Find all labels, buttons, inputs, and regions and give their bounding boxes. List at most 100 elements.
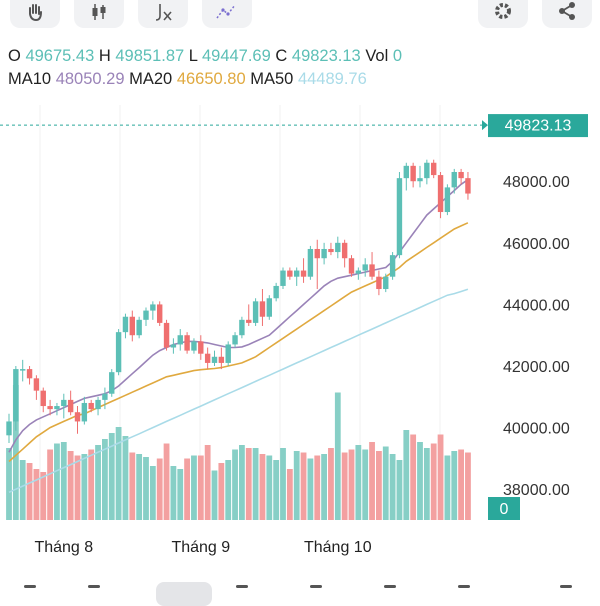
volume-bar: [19, 460, 26, 520]
settings-button[interactable]: [478, 0, 528, 28]
volume-value: 0: [392, 47, 403, 65]
volume-bar: [170, 466, 177, 520]
volume-bar: [47, 449, 53, 520]
volume-bar: [245, 448, 252, 520]
candle-body: [348, 258, 355, 274]
volume-bar: [465, 452, 471, 520]
candle-body: [26, 369, 33, 379]
open-label: O: [8, 47, 21, 65]
volume-bar: [136, 454, 143, 520]
ma50-line: [8, 288, 469, 494]
timeframe-selected[interactable]: [156, 582, 212, 606]
volume-bar: [382, 446, 389, 520]
volume-bar: [328, 448, 334, 520]
volume-bar: [273, 460, 280, 520]
candle-body: [47, 406, 53, 410]
candle-body: [266, 298, 272, 317]
volume-bar: [252, 448, 259, 520]
candle-body: [321, 248, 327, 259]
volume-bar: [458, 449, 464, 520]
last-price-tag: [488, 114, 588, 138]
volume-bar: [184, 458, 190, 520]
candle-body: [143, 310, 149, 320]
candle-body: [177, 335, 183, 345]
candle-body: [204, 353, 211, 363]
candle-body: [198, 341, 204, 354]
candle-body: [191, 341, 197, 351]
volume-bar: [102, 439, 108, 520]
candle-body: [369, 264, 375, 277]
candle-body: [246, 319, 252, 323]
volume-bar: [95, 445, 101, 520]
low-label: L: [188, 47, 198, 65]
volume-bar: [451, 451, 458, 520]
volume-bar: [54, 443, 60, 520]
volume-bar: [232, 449, 238, 520]
candle-body: [81, 402, 88, 422]
volume-bar: [40, 472, 47, 520]
drawing-button[interactable]: [202, 0, 252, 28]
candle-body: [218, 356, 225, 363]
volume-bar: [108, 433, 115, 520]
open-value: 49675.43: [25, 47, 95, 65]
candle-body: [13, 369, 19, 422]
timeframe-icon[interactable]: [458, 585, 470, 588]
candlestick-button[interactable]: [74, 0, 124, 28]
volume-bar: [259, 454, 266, 520]
volume-bar: [369, 442, 375, 520]
volume-tag-label: 0: [500, 501, 509, 518]
timeframe-icon[interactable]: [236, 585, 248, 588]
volume-bar: [211, 470, 218, 520]
volume-bar: [266, 455, 273, 520]
ma10-value: 48050.29: [55, 70, 125, 88]
candle-body: [109, 372, 115, 394]
candle-body: [115, 332, 122, 373]
candle-body: [376, 276, 382, 290]
candle-body: [6, 421, 12, 436]
price-chart[interactable]: 49823.13 48000.00 46000.00 44000.00 42000.00…: [0, 95, 600, 570]
candle-body: [95, 399, 101, 410]
candle-body: [150, 304, 156, 311]
timeframe-icon[interactable]: [560, 585, 572, 588]
x-tick-label: Tháng 9: [171, 539, 230, 556]
volume-tag: [488, 497, 520, 520]
volume-bar: [60, 442, 67, 520]
high-label: H: [98, 47, 111, 65]
candle-body: [280, 270, 286, 286]
candlestick-icon: [92, 4, 106, 20]
candle-body: [362, 264, 368, 271]
indicator-fx-icon: [155, 4, 172, 21]
y-tick-label: 38000.00: [503, 482, 570, 499]
candle-body: [389, 255, 396, 277]
candle-body: [239, 319, 245, 336]
close-label: C: [275, 47, 288, 65]
volume-bar: [444, 455, 451, 520]
timeframe-icon[interactable]: [24, 585, 36, 588]
timeframe-icon[interactable]: [310, 585, 322, 588]
candle-body: [211, 356, 218, 363]
volume-bar: [156, 458, 163, 520]
volume-bar: [122, 436, 129, 520]
candle-body: [417, 178, 423, 182]
y-tick-label: 42000.00: [503, 359, 570, 376]
volume-bar: [321, 454, 327, 520]
candle-body: [157, 304, 163, 323]
indicator-button[interactable]: [138, 0, 188, 28]
candle-body: [33, 378, 40, 391]
timeframe-icon[interactable]: [88, 585, 100, 588]
hand-button[interactable]: [10, 0, 60, 28]
volume-bar: [341, 452, 348, 520]
drawing-icon: [216, 4, 236, 19]
volume-bar: [314, 455, 321, 520]
ma50-label: MA50: [250, 70, 294, 88]
timeframe-icon[interactable]: [384, 585, 396, 588]
bottom-toolbar: [0, 580, 600, 606]
volume-bar: [355, 445, 362, 520]
candle-body: [307, 248, 314, 277]
share-button[interactable]: [542, 0, 592, 28]
last-price-label: 49823.13: [505, 118, 572, 135]
candle-body: [163, 322, 170, 348]
volume-bar: [300, 452, 307, 520]
volume-bar: [115, 427, 122, 520]
candle-body: [451, 171, 457, 188]
